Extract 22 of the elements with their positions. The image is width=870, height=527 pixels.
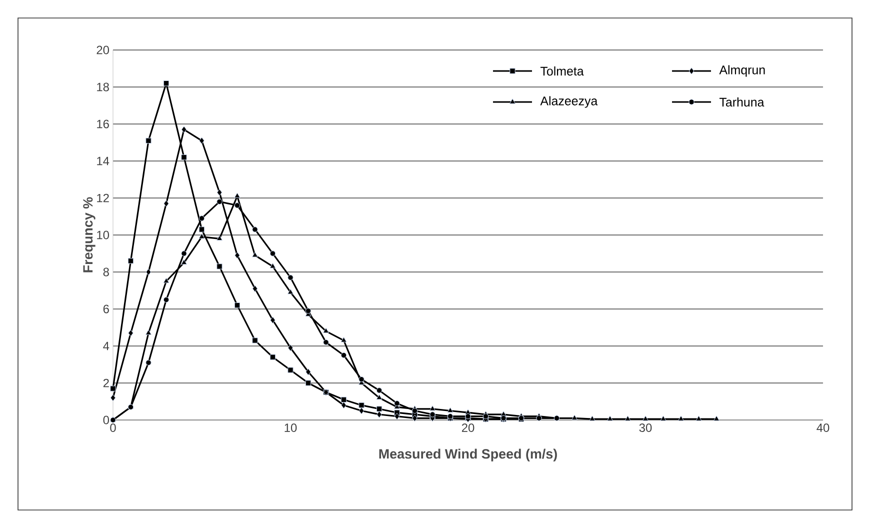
y-tick-label: 12 (97, 194, 109, 202)
y-tick-label: 10 (97, 230, 110, 240)
y-tick-label: 18 (97, 82, 109, 92)
x-axis-title: Measured Wind Speed (m/s) (379, 448, 557, 462)
y-tick-label: 0 (103, 416, 110, 424)
x-tick-label: 0 (110, 424, 116, 432)
x-tick-label: 30 (639, 424, 652, 432)
legend-label: Almqrun (719, 65, 765, 77)
x-tick-label: 10 (284, 424, 297, 432)
y-axis-title: Frequncy % (83, 197, 96, 272)
y-tick-label: 6 (103, 304, 109, 314)
y-tick-label: 8 (103, 268, 109, 276)
x-tick-label: 40 (816, 424, 830, 432)
x-tick-label: 20 (462, 424, 474, 432)
legend-label: Tolmeta (540, 66, 584, 76)
legend-label: Tarhuna (719, 97, 764, 107)
y-tick-label: 4 (103, 342, 110, 350)
y-tick-label: 2 (103, 378, 109, 388)
y-tick-label: 20 (96, 46, 110, 54)
y-tick-label: 14 (97, 156, 110, 166)
legend-label: Alazeezya (540, 96, 598, 108)
y-tick-label: 16 (97, 120, 109, 128)
